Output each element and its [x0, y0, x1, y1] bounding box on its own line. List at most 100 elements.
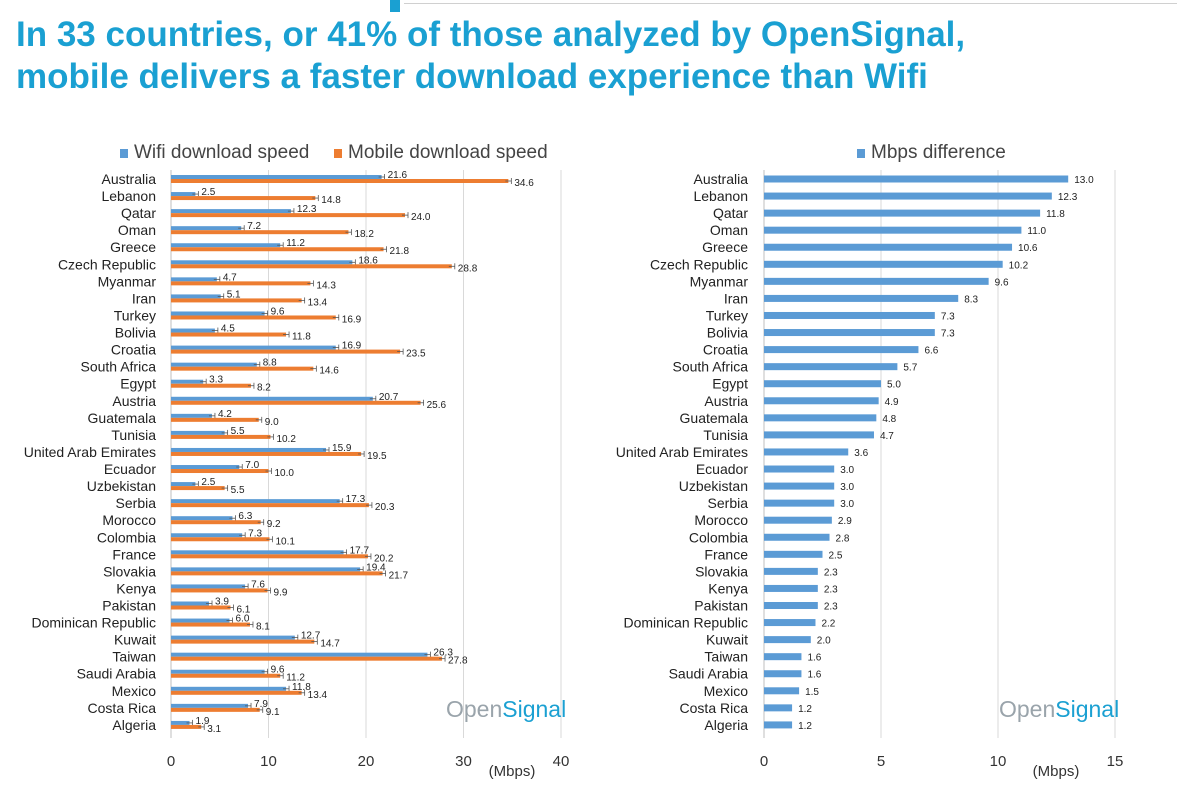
data-label: 8.3 — [964, 294, 978, 305]
opensignal-watermark: OpenSignal — [446, 696, 566, 722]
data-label: 7.3 — [941, 311, 955, 322]
category-label: Taiwan — [704, 649, 748, 665]
category-label: Morocco — [694, 512, 748, 528]
bar — [764, 670, 802, 678]
bar — [171, 383, 251, 388]
category-label: Croatia — [703, 342, 748, 358]
x-axis-unit-label: (Mbps) — [1033, 763, 1080, 780]
data-label: 8.8 — [263, 358, 277, 369]
data-label: 9.1 — [266, 707, 280, 718]
bar — [171, 379, 204, 384]
data-label: 2.5 — [829, 550, 843, 561]
bar — [171, 703, 249, 708]
data-label: 3.9 — [215, 597, 229, 608]
data-label: 26.3 — [433, 648, 453, 659]
top-divider — [404, 3, 1177, 4]
data-label: 9.6 — [995, 277, 1009, 288]
bar — [764, 636, 811, 644]
bar — [171, 281, 311, 286]
bar — [171, 503, 369, 508]
bar — [171, 328, 215, 333]
category-label: Costa Rica — [680, 700, 749, 716]
data-label: 19.5 — [367, 451, 387, 462]
data-label: 27.8 — [448, 656, 468, 667]
data-label: 25.6 — [427, 400, 447, 411]
data-label: 1.6 — [807, 653, 821, 664]
bar — [171, 434, 271, 439]
data-label: 34.6 — [514, 178, 534, 189]
x-axis-unit-label: (Mbps) — [489, 763, 536, 780]
data-label: 6.0 — [236, 614, 250, 625]
data-label: 9.2 — [267, 519, 281, 530]
data-label: 4.2 — [218, 409, 232, 420]
data-label: 20.2 — [374, 553, 394, 564]
data-label: 4.8 — [882, 414, 896, 425]
category-label: Slovakia — [695, 563, 748, 579]
category-label: Kuwait — [114, 632, 156, 648]
bar — [764, 294, 959, 302]
data-label: 5.7 — [903, 363, 917, 374]
category-label: Ecuador — [696, 461, 748, 477]
bar — [171, 652, 428, 657]
bar — [764, 721, 793, 729]
bar — [764, 482, 835, 490]
bar — [764, 619, 816, 627]
bar — [171, 656, 443, 661]
bar — [764, 414, 877, 422]
watermark-open-text: Open — [999, 696, 1055, 722]
category-label: Greece — [110, 239, 156, 255]
bar — [171, 192, 196, 197]
bar — [171, 247, 384, 252]
bar — [171, 571, 383, 576]
category-label: Mexico — [112, 683, 157, 699]
data-label: 3.0 — [840, 499, 854, 510]
data-label: 14.6 — [319, 366, 339, 377]
bar — [764, 277, 989, 285]
category-label: Myanmar — [690, 273, 749, 289]
x-tick-label: 40 — [553, 753, 570, 770]
data-label: 14.8 — [321, 195, 341, 206]
opensignal-watermark: OpenSignal — [999, 696, 1119, 722]
bar — [171, 707, 260, 712]
category-label: Lebanon — [101, 188, 156, 204]
category-label: Slovakia — [103, 563, 156, 579]
bar — [171, 196, 316, 201]
bar — [171, 673, 281, 678]
data-label: 28.8 — [458, 263, 478, 274]
category-label: Algeria — [704, 717, 748, 733]
x-tick-label: 15 — [1107, 753, 1124, 770]
category-label: South Africa — [81, 359, 157, 375]
watermark-open-text: Open — [446, 696, 502, 722]
bar — [171, 366, 314, 371]
bar — [171, 622, 250, 627]
category-label: Myanmar — [98, 273, 157, 289]
data-label: 1.9 — [196, 716, 210, 727]
bar — [171, 230, 349, 235]
bar — [171, 550, 344, 555]
category-label: Saudi Arabia — [77, 666, 157, 682]
category-label: Czech Republic — [650, 256, 748, 272]
bar — [764, 209, 1041, 217]
data-label: 5.5 — [231, 485, 245, 496]
bar — [171, 345, 336, 350]
category-label: Dominican Republic — [31, 615, 156, 631]
data-label: 21.6 — [388, 170, 408, 181]
category-label: Pakistan — [102, 598, 156, 614]
bar — [171, 601, 210, 606]
data-label: 20.7 — [379, 392, 399, 403]
bar — [764, 653, 802, 661]
data-label: 21.7 — [389, 570, 409, 581]
data-label: 7.2 — [247, 221, 261, 232]
data-label: 11.0 — [1027, 226, 1046, 237]
bar — [171, 486, 225, 491]
category-label: South Africa — [673, 359, 749, 375]
data-label: 2.2 — [821, 619, 835, 630]
watermark-signal-text: Signal — [1055, 696, 1119, 722]
data-label: 12.3 — [297, 204, 317, 215]
category-label: Kuwait — [706, 632, 748, 648]
bar — [171, 332, 287, 337]
data-label: 6.3 — [238, 511, 252, 522]
bar — [171, 260, 353, 265]
category-label: Mexico — [704, 683, 749, 699]
data-label: 17.3 — [346, 494, 366, 505]
